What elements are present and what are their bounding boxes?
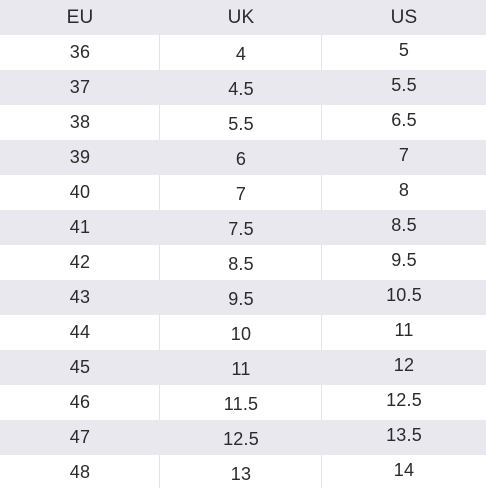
cell-us: 12 — [322, 350, 486, 385]
header-uk: UK — [227, 7, 255, 28]
cell-uk: 13 — [160, 455, 322, 490]
cell-uk-text: 7 — [235, 184, 247, 204]
cell-uk: 7 — [160, 175, 322, 210]
table-row: 37 4.5 5.5 — [0, 70, 486, 105]
cell-uk-text: 4.5 — [228, 79, 254, 99]
cell-eu: 37 — [0, 70, 160, 105]
table-row: 45 11 12 — [0, 350, 486, 385]
cell-uk-text: 5.5 — [228, 114, 254, 134]
cell-uk: 7.5 — [160, 210, 322, 245]
cell-uk-text: 9.5 — [228, 289, 254, 309]
cell-eu-text: 48 — [69, 462, 91, 482]
cell-us: 5 — [322, 35, 486, 70]
cell-eu: 39 — [0, 140, 160, 175]
cell-uk-text: 10 — [230, 324, 252, 344]
cell-eu-text: 44 — [69, 322, 91, 342]
cell-us-text: 7 — [398, 145, 410, 165]
table-row: 36 4 5 — [0, 35, 486, 70]
cell-us: 14 — [322, 455, 486, 490]
table-row: 41 7.5 8.5 — [0, 210, 486, 245]
cell-eu: 47 — [0, 420, 160, 455]
cell-uk: 10 — [160, 315, 322, 350]
cell-uk: 5.5 — [160, 105, 322, 140]
table-row: 43 9.5 10.5 — [0, 280, 486, 315]
cell-uk-text: 7.5 — [228, 219, 254, 239]
cell-us-text: 9.5 — [391, 250, 417, 270]
cell-us-text: 10.5 — [386, 285, 422, 305]
cell-eu: 40 — [0, 175, 160, 210]
cell-uk: 11 — [160, 350, 322, 385]
cell-eu-text: 47 — [69, 427, 91, 447]
cell-us: 13.5 — [322, 420, 486, 455]
cell-eu: 38 — [0, 105, 160, 140]
cell-eu-text: 38 — [69, 112, 91, 132]
cell-eu: 45 — [0, 350, 160, 385]
cell-uk: 4 — [160, 35, 322, 70]
cell-us-text: 8 — [398, 180, 410, 200]
cell-uk-text: 11.5 — [223, 394, 259, 414]
cell-us-text: 13.5 — [386, 425, 422, 445]
cell-eu-text: 36 — [69, 42, 91, 62]
cell-us-text: 12.5 — [386, 390, 422, 410]
cell-us-text: 8.5 — [391, 215, 417, 235]
cell-eu-text: 42 — [69, 252, 91, 272]
cell-eu: 44 — [0, 315, 160, 350]
cell-uk: 4.5 — [160, 70, 322, 105]
cell-us-text: 12 — [393, 355, 415, 375]
cell-us-text: 14 — [393, 460, 415, 480]
cell-uk: 8.5 — [160, 245, 322, 280]
cell-eu-text: 37 — [69, 77, 91, 97]
table-row: 46 11.5 12.5 — [0, 385, 486, 420]
cell-us: 9.5 — [322, 245, 486, 280]
cell-eu: 41 — [0, 210, 160, 245]
cell-uk-text: 4 — [235, 44, 247, 64]
table-row: 39 6 7 — [0, 140, 486, 175]
cell-uk-text: 13 — [230, 464, 252, 484]
table-row: 48 13 14 — [0, 455, 486, 490]
cell-us: 11 — [322, 315, 486, 350]
cell-uk-text: 11 — [231, 359, 251, 379]
cell-eu: 42 — [0, 245, 160, 280]
cell-uk: 9.5 — [160, 280, 322, 315]
cell-eu: 48 — [0, 455, 160, 490]
cell-uk-text: 8.5 — [228, 254, 254, 274]
cell-eu-text: 45 — [69, 357, 91, 377]
table-row: 42 8.5 9.5 — [0, 245, 486, 280]
table-row: 38 5.5 6.5 — [0, 105, 486, 140]
cell-eu: 36 — [0, 35, 160, 70]
cell-uk: 6 — [160, 140, 322, 175]
table-row: 44 10 11 — [0, 315, 486, 350]
table-row: 47 12.5 13.5 — [0, 420, 486, 455]
cell-eu-text: 43 — [69, 287, 91, 307]
header-us: US — [390, 7, 418, 28]
cell-uk: 12.5 — [160, 420, 322, 455]
cell-eu-text: 46 — [69, 392, 91, 412]
cell-us: 12.5 — [322, 385, 486, 420]
cell-us: 6.5 — [322, 105, 486, 140]
cell-eu-text: 39 — [69, 147, 91, 167]
table-row: 40 7 8 — [0, 175, 486, 210]
header-row: EU UK US — [0, 0, 486, 35]
cell-us-text: 5 — [398, 40, 410, 60]
cell-eu-text: 41 — [69, 217, 91, 237]
cell-uk: 11.5 — [160, 385, 322, 420]
cell-us: 8.5 — [322, 210, 486, 245]
cell-eu: 46 — [0, 385, 160, 420]
cell-us-text: 6.5 — [391, 110, 417, 130]
cell-us-text: 11 — [394, 320, 414, 340]
cell-uk-text: 6 — [235, 149, 247, 169]
cell-us: 7 — [322, 140, 486, 175]
cell-uk-text: 12.5 — [223, 429, 259, 449]
cell-eu-text: 40 — [69, 182, 91, 202]
cell-us: 10.5 — [322, 280, 486, 315]
cell-us: 8 — [322, 175, 486, 210]
cell-us-text: 5.5 — [391, 75, 417, 95]
cell-eu: 43 — [0, 280, 160, 315]
header-eu: EU — [66, 7, 94, 28]
cell-us: 5.5 — [322, 70, 486, 105]
